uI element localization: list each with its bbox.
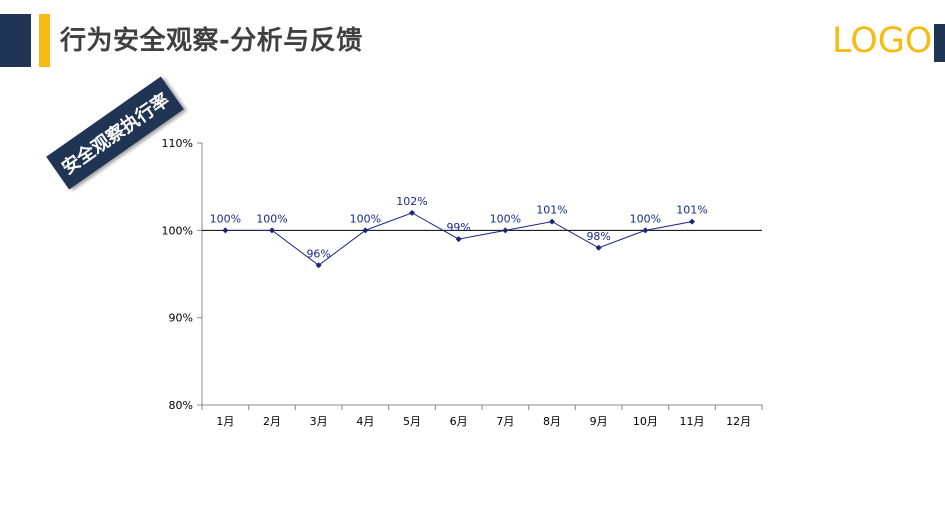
data-label: 101% bbox=[676, 204, 707, 217]
data-label: 101% bbox=[536, 204, 567, 217]
x-tick-label: 8月 bbox=[543, 415, 561, 428]
x-tick-label: 7月 bbox=[496, 415, 514, 428]
series-group bbox=[222, 209, 695, 269]
logo: LOGO bbox=[832, 21, 933, 61]
page-title: 行为安全观察-分析与反馈 bbox=[60, 26, 363, 56]
x-tick-label: 5月 bbox=[403, 415, 421, 428]
data-point bbox=[689, 218, 695, 225]
data-point bbox=[315, 262, 322, 269]
data-label: 100% bbox=[490, 212, 521, 225]
data-point bbox=[362, 227, 369, 234]
data-point bbox=[222, 227, 229, 234]
data-label: 100% bbox=[350, 212, 381, 225]
y-tick-label: 90% bbox=[169, 312, 193, 325]
header-accent-bar bbox=[39, 14, 50, 67]
x-tick-label: 10月 bbox=[633, 415, 658, 428]
y-tick-label: 80% bbox=[169, 399, 193, 412]
data-label: 96% bbox=[306, 247, 330, 260]
x-tick-label: 6月 bbox=[450, 415, 468, 428]
y-tick-label: 100% bbox=[162, 224, 193, 237]
data-point bbox=[549, 218, 555, 225]
x-tick-label: 9月 bbox=[590, 415, 608, 428]
header-left-block bbox=[0, 14, 31, 67]
data-label: 100% bbox=[256, 212, 287, 225]
data-point bbox=[269, 227, 275, 234]
chart-axes: 80% 90% 100% 110% 1月 2月 3月 4月 5月 6月 7月 8月 9月 10月 11月 12… bbox=[162, 137, 763, 428]
label-group: 100% 100% 96% 100% 102% 99% 100% 101% 98% 100% 101… bbox=[210, 195, 708, 260]
data-point bbox=[595, 244, 602, 251]
data-point bbox=[455, 236, 462, 243]
y-tick-label: 110% bbox=[162, 137, 193, 150]
x-tick-label: 2月 bbox=[263, 415, 281, 428]
x-tick-label: 3月 bbox=[310, 415, 328, 428]
x-tick-label: 11月 bbox=[680, 415, 705, 428]
data-point bbox=[409, 209, 415, 216]
data-label: 100% bbox=[210, 212, 241, 225]
x-tick-label: 1月 bbox=[216, 415, 234, 428]
header-right-block bbox=[934, 24, 945, 62]
data-label: 100% bbox=[630, 212, 661, 225]
data-point bbox=[642, 227, 649, 234]
data-point bbox=[502, 227, 509, 234]
data-label: 98% bbox=[586, 230, 610, 243]
x-tick-label: 12月 bbox=[726, 415, 751, 428]
data-label: 102% bbox=[396, 195, 427, 208]
x-tick-label: 4月 bbox=[356, 415, 374, 428]
data-label: 99% bbox=[446, 221, 470, 234]
